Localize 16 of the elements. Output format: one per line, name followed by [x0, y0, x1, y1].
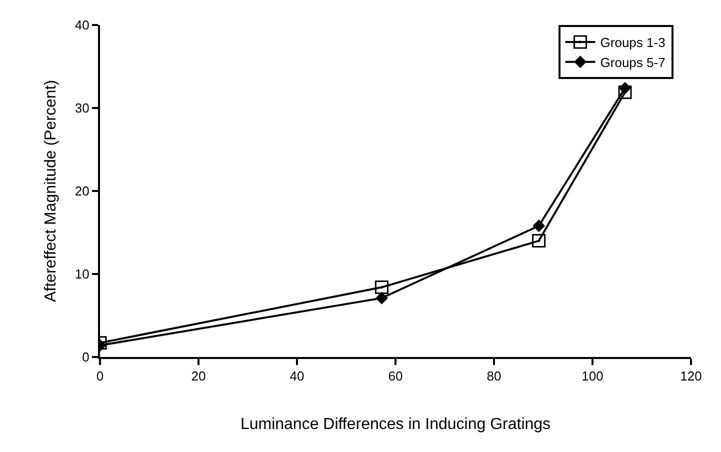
- y-axis-title: Aftereffect Magnitude (Percent): [42, 80, 60, 302]
- y-tick-label: 0: [82, 350, 90, 365]
- x-tick-label: 0: [96, 368, 104, 384]
- y-tick-label: 30: [74, 100, 90, 116]
- y-tick-label: 20: [74, 184, 90, 199]
- x-tick-label: 20: [191, 368, 206, 384]
- y-tick-label: 10: [74, 266, 90, 282]
- x-tick-label: 40: [290, 368, 304, 384]
- x-tick-label: 100: [582, 368, 604, 384]
- x-tick-label: 80: [486, 368, 502, 384]
- legend-label: Groups 5-7: [600, 54, 666, 70]
- legend-label: Groups 1-3: [600, 35, 666, 50]
- x-tick-label: 120: [680, 368, 702, 384]
- y-tick-label: 40: [74, 18, 90, 33]
- x-tick-label: 60: [388, 368, 403, 384]
- x-axis-title: Luminance Differences in Inducing Gratings: [240, 416, 551, 433]
